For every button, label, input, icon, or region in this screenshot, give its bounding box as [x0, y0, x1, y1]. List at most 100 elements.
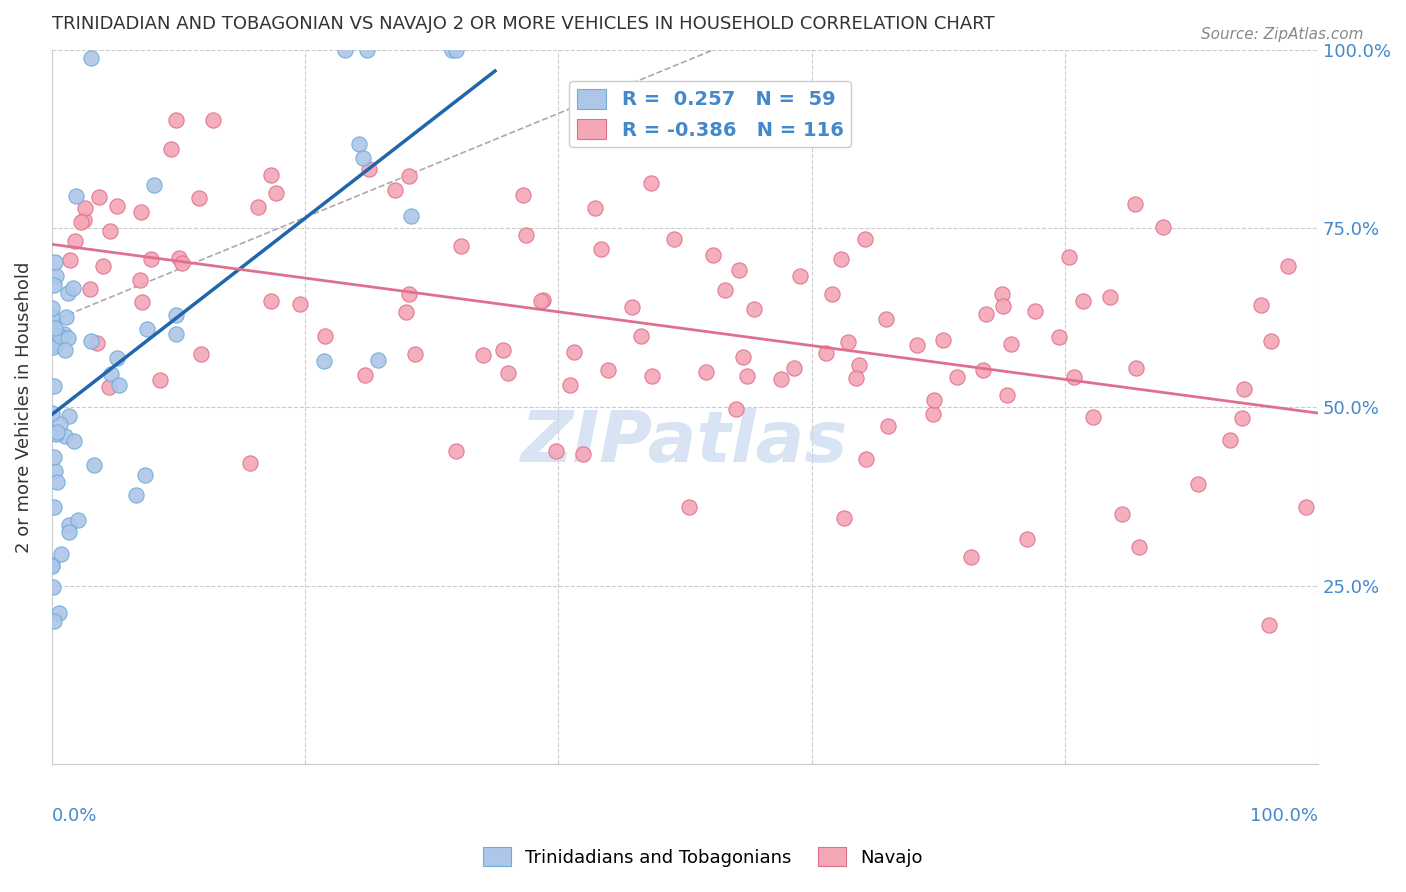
Point — [44, 277, 66, 292]
Point — [932, 333, 955, 347]
Point — [1125, 360, 1147, 375]
Point — [53, 343, 76, 358]
Point — [512, 188, 534, 202]
Point — [55, 310, 77, 325]
Point — [725, 402, 748, 417]
Point — [134, 468, 156, 483]
Point — [991, 287, 1014, 301]
Point — [357, 161, 380, 176]
Point — [73, 213, 96, 227]
Point — [1099, 290, 1122, 304]
Point — [41, 558, 63, 572]
Point — [384, 183, 406, 197]
Point — [530, 293, 553, 308]
Point — [98, 224, 121, 238]
Point — [165, 308, 187, 322]
Point — [789, 268, 811, 283]
Point — [352, 152, 374, 166]
Point — [640, 176, 662, 190]
Point — [80, 51, 103, 65]
Point — [247, 200, 270, 214]
Point — [49, 417, 72, 431]
Point — [558, 378, 581, 392]
Point — [86, 336, 108, 351]
Point — [165, 113, 187, 128]
Point — [49, 328, 72, 343]
Point — [834, 510, 856, 524]
Point — [1071, 294, 1094, 309]
Point — [546, 444, 568, 458]
Point — [1277, 259, 1299, 273]
Point — [166, 327, 188, 342]
Point — [444, 444, 467, 458]
Point — [367, 352, 389, 367]
Point — [401, 209, 423, 223]
Point — [59, 253, 82, 268]
Point — [515, 227, 537, 242]
Point — [398, 169, 420, 184]
Point — [591, 242, 613, 256]
Point — [1024, 304, 1046, 318]
Point — [922, 408, 945, 422]
Point — [837, 335, 859, 350]
Point — [354, 368, 377, 383]
Point — [641, 368, 664, 383]
Point — [848, 358, 870, 372]
Point — [974, 307, 997, 321]
Point — [42, 314, 65, 328]
Point — [335, 43, 357, 57]
Point — [630, 329, 652, 343]
Point — [83, 458, 105, 472]
Point — [79, 283, 101, 297]
Point — [531, 293, 554, 307]
Point — [190, 347, 212, 361]
Point — [769, 372, 792, 386]
Point — [49, 547, 72, 561]
Point — [1111, 508, 1133, 522]
Point — [356, 43, 378, 57]
Legend: R =  0.257   N =  59, R = -0.386   N = 116: R = 0.257 N = 59, R = -0.386 N = 116 — [569, 81, 852, 147]
Point — [45, 426, 67, 441]
Point — [742, 301, 765, 316]
Point — [596, 363, 619, 377]
Point — [735, 369, 758, 384]
Point — [1152, 219, 1174, 234]
Point — [1128, 541, 1150, 555]
Point — [75, 202, 97, 216]
Point — [62, 281, 84, 295]
Point — [66, 513, 89, 527]
Point — [79, 334, 101, 348]
Point — [713, 284, 735, 298]
Point — [312, 354, 335, 368]
Point — [404, 347, 426, 361]
Point — [1260, 334, 1282, 348]
Point — [491, 343, 513, 357]
Point — [1250, 298, 1272, 312]
Point — [58, 409, 80, 423]
Point — [45, 338, 67, 352]
Text: Source: ZipAtlas.com: Source: ZipAtlas.com — [1201, 27, 1364, 42]
Point — [42, 450, 65, 464]
Point — [441, 43, 464, 57]
Point — [1232, 411, 1254, 425]
Point — [172, 256, 194, 270]
Point — [58, 517, 80, 532]
Point — [41, 301, 63, 316]
Point — [260, 168, 283, 182]
Point — [1000, 337, 1022, 351]
Legend: Trinidadians and Tobagonians, Navajo: Trinidadians and Tobagonians, Navajo — [477, 840, 929, 874]
Point — [41, 406, 63, 420]
Point — [1219, 433, 1241, 447]
Point — [876, 419, 898, 434]
Point — [853, 231, 876, 245]
Point — [995, 387, 1018, 401]
Point — [58, 285, 80, 300]
Point — [1258, 618, 1281, 632]
Point — [782, 360, 804, 375]
Point — [1233, 382, 1256, 396]
Point — [450, 239, 472, 253]
Point — [129, 204, 152, 219]
Point — [46, 475, 69, 489]
Point — [395, 305, 418, 319]
Point — [65, 189, 87, 203]
